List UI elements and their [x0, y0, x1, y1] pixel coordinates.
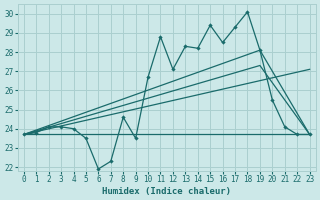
X-axis label: Humidex (Indice chaleur): Humidex (Indice chaleur): [102, 187, 231, 196]
